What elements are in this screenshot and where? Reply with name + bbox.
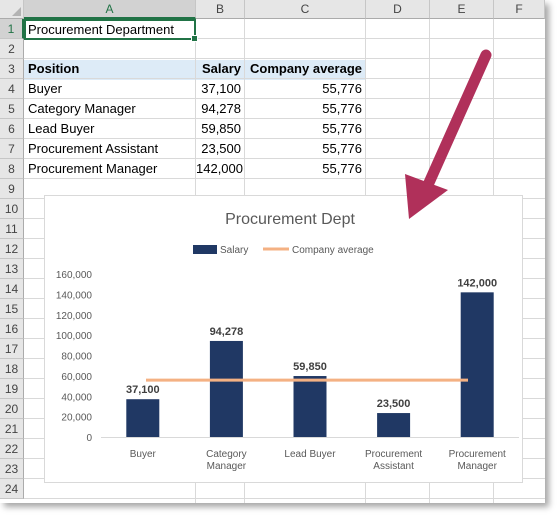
legend-average-label: Company average xyxy=(292,245,374,256)
column-header-f[interactable]: F xyxy=(494,0,545,19)
x-category-label: Procurement xyxy=(365,449,422,460)
row-header-4[interactable]: 4 xyxy=(0,79,24,99)
row-header-1[interactable]: 1 xyxy=(0,19,24,39)
x-category-label: Procurement xyxy=(449,449,506,460)
bar-salary[interactable] xyxy=(460,292,494,437)
table-cell[interactable]: 142,000 xyxy=(196,161,243,176)
bar-salary[interactable] xyxy=(293,376,327,437)
row-header-12[interactable]: 12 xyxy=(0,239,24,259)
bar-data-label: 142,000 xyxy=(457,277,497,289)
table-cell[interactable]: Category Manager xyxy=(28,101,136,116)
x-category-label: Lead Buyer xyxy=(284,449,336,460)
table-cell[interactable]: 55,776 xyxy=(322,81,362,96)
y-tick-label: 20,000 xyxy=(61,413,92,424)
row-header-6[interactable]: 6 xyxy=(0,119,24,139)
chart-canvas: Procurement Dept Salary Company average 0 20… xyxy=(56,211,519,472)
row-gridline xyxy=(24,158,545,159)
bar-data-label: 59,850 xyxy=(293,361,327,373)
table-cell[interactable]: 59,850 xyxy=(201,121,241,136)
table-header-cell[interactable]: Salary xyxy=(201,61,241,76)
bar-salary[interactable] xyxy=(209,340,243,437)
column-header-a[interactable]: A xyxy=(24,0,196,19)
chart-title: Procurement Dept xyxy=(225,211,355,228)
row-header-10[interactable]: 10 xyxy=(0,199,24,219)
x-category-label: Category xyxy=(206,449,247,460)
row-header-5[interactable]: 5 xyxy=(0,99,24,119)
table-cell[interactable]: Procurement Manager xyxy=(28,161,158,176)
row-header-8[interactable]: 8 xyxy=(0,159,24,179)
row-header-22[interactable]: 22 xyxy=(0,439,24,459)
row-gridline xyxy=(24,498,545,499)
legend-salary-swatch xyxy=(193,245,217,254)
bar-data-label: 23,500 xyxy=(377,398,411,410)
y-tick-label: 100,000 xyxy=(56,331,93,342)
y-tick-label: 60,000 xyxy=(61,372,92,383)
fill-handle[interactable] xyxy=(191,35,198,42)
y-tick-label: 0 xyxy=(86,433,92,444)
table-cell[interactable]: 55,776 xyxy=(322,121,362,136)
table-cell[interactable]: Lead Buyer xyxy=(28,121,95,136)
bar-salary[interactable] xyxy=(377,413,411,437)
row-header-2[interactable]: 2 xyxy=(0,39,24,59)
column-header-d[interactable]: D xyxy=(366,0,430,19)
x-category-label: Assistant xyxy=(373,461,414,472)
x-category-label: Manager xyxy=(457,461,497,472)
table-cell[interactable]: 94,278 xyxy=(201,101,241,116)
row-header-15[interactable]: 15 xyxy=(0,299,24,319)
y-tick-label: 40,000 xyxy=(61,392,92,403)
row-header-24[interactable]: 24 xyxy=(0,479,24,499)
x-category-label: Buyer xyxy=(130,449,157,460)
bar-salary[interactable] xyxy=(126,399,160,437)
row-gridline xyxy=(24,118,545,119)
bar-data-label: 94,278 xyxy=(210,326,244,338)
row-header-21[interactable]: 21 xyxy=(0,419,24,439)
arrow-shaft xyxy=(422,49,492,191)
select-all-corner[interactable] xyxy=(0,0,24,19)
table-cell[interactable]: 55,776 xyxy=(322,141,362,156)
row-gridline xyxy=(24,38,545,39)
row-header-17[interactable]: 17 xyxy=(0,339,24,359)
row-header-20[interactable]: 20 xyxy=(0,399,24,419)
row-header-23[interactable]: 23 xyxy=(0,459,24,479)
table-cell[interactable]: Buyer xyxy=(28,81,62,96)
row-header-19[interactable]: 19 xyxy=(0,379,24,399)
bar-data-label: 37,100 xyxy=(126,384,160,396)
x-category-label: Manager xyxy=(207,461,247,472)
row-header-16[interactable]: 16 xyxy=(0,319,24,339)
row-header-9[interactable]: 9 xyxy=(0,179,24,199)
active-cell-selection[interactable] xyxy=(24,19,198,42)
y-tick-label: 160,000 xyxy=(56,270,93,281)
chart[interactable]: Procurement Dept Salary Company average 0 20… xyxy=(44,195,523,483)
y-tick-label: 80,000 xyxy=(61,352,92,363)
select-all-triangle-icon xyxy=(12,7,21,16)
row-header-7[interactable]: 7 xyxy=(0,139,24,159)
arrow-head-icon xyxy=(405,174,448,219)
table-cell[interactable]: 23,500 xyxy=(201,141,241,156)
table-cell[interactable]: Procurement Assistant xyxy=(28,141,159,156)
row-header-13[interactable]: 13 xyxy=(0,259,24,279)
table-header-cell[interactable]: Company average xyxy=(250,61,362,76)
table-cell[interactable]: 55,776 xyxy=(322,161,362,176)
column-header-e[interactable]: E xyxy=(430,0,494,19)
row-gridline xyxy=(24,178,545,179)
row-header-11[interactable]: 11 xyxy=(0,219,24,239)
table-cell[interactable]: 37,100 xyxy=(201,81,241,96)
row-gridline xyxy=(24,98,545,99)
row-gridline xyxy=(24,58,545,59)
legend-salary-label: Salary xyxy=(220,245,248,256)
table-cell[interactable]: 55,776 xyxy=(322,101,362,116)
row-header-14[interactable]: 14 xyxy=(0,279,24,299)
y-tick-label: 120,000 xyxy=(56,311,93,322)
row-header-3[interactable]: 3 xyxy=(0,59,24,79)
annotation-arrow xyxy=(405,49,492,219)
column-header-c[interactable]: C xyxy=(245,0,366,19)
row-header-18[interactable]: 18 xyxy=(0,359,24,379)
y-tick-label: 140,000 xyxy=(56,290,93,301)
column-header-b[interactable]: B xyxy=(196,0,245,19)
cell-a1-title[interactable]: Procurement Department xyxy=(28,22,174,37)
row-gridline xyxy=(24,138,545,139)
row-gridline xyxy=(24,78,545,79)
table-header-cell[interactable]: Position xyxy=(28,61,80,76)
